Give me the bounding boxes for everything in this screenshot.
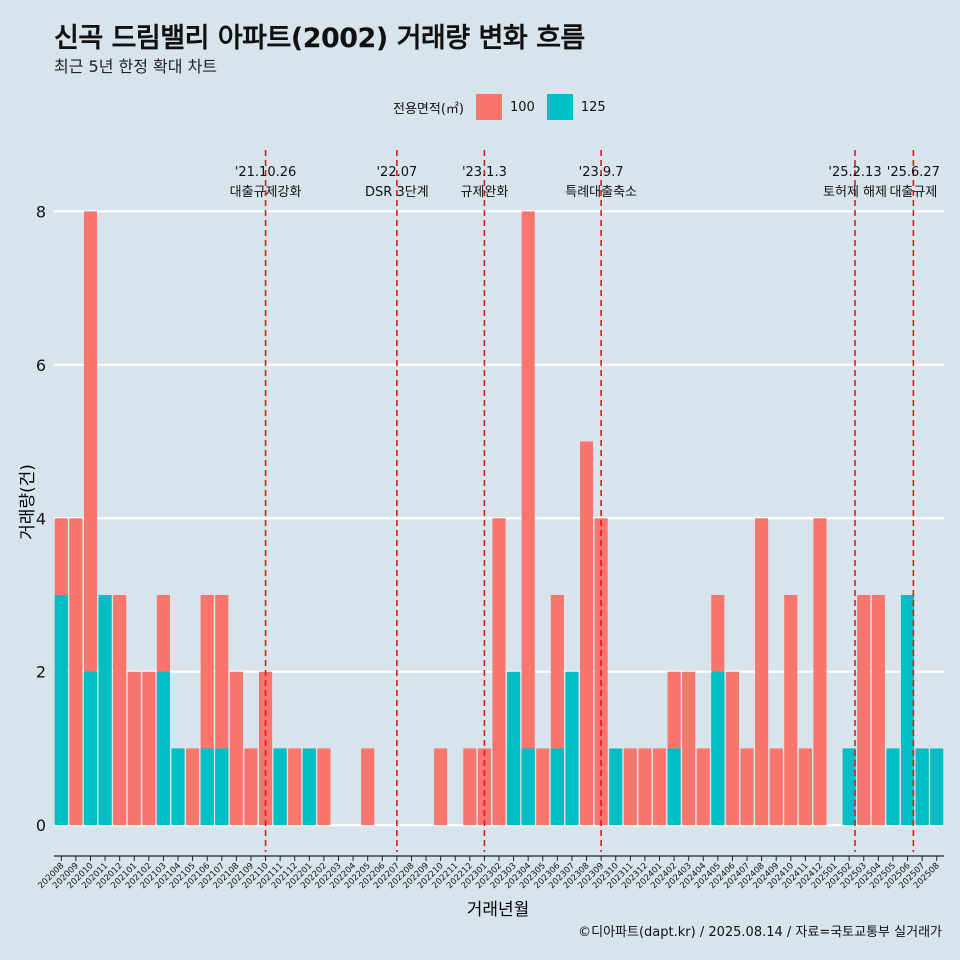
bar-125-202502	[842, 748, 856, 826]
y-tick-label: 4	[36, 509, 46, 528]
chart-title: 신곡 드림밸리 아파트(2002) 거래량 변화 흐름	[54, 23, 585, 54]
bar-100-202503	[857, 594, 871, 826]
bar-100-202407	[740, 748, 754, 826]
event-label: DSR 3단계	[365, 185, 429, 200]
bar-100-202210	[434, 748, 448, 826]
bar-125-202402	[667, 748, 681, 826]
bar-125-202008	[54, 594, 68, 826]
bar-125-202304	[521, 748, 535, 826]
bar-100-202406	[725, 671, 740, 826]
bar-125-202307	[565, 671, 579, 826]
event-label: 토허제 해제	[823, 185, 887, 200]
bar-100-202009	[69, 518, 83, 826]
event-label: 특례대출축소	[565, 185, 637, 200]
bar-100-202504	[871, 594, 885, 826]
y-tick-label: 0	[36, 816, 46, 835]
bar-100-202205	[361, 748, 375, 826]
bar-125-202011	[98, 594, 112, 826]
bar-100-202102	[142, 671, 156, 826]
legend-key-125	[546, 94, 573, 120]
bar-100-202305	[536, 748, 550, 826]
bar-100-202401	[652, 748, 667, 826]
event-date: '22.07	[376, 165, 417, 180]
y-axis-label: 거래량(건)	[18, 464, 38, 540]
bar-125-202507	[915, 748, 929, 826]
bar-100-202410	[784, 594, 798, 826]
bar-125-202111	[273, 748, 287, 826]
bar-125-202505	[886, 748, 900, 826]
bar-125-202107	[215, 748, 229, 826]
bar-100-202105	[186, 748, 200, 826]
bar-100-202202	[317, 748, 331, 826]
event-date: '23.9.7	[579, 165, 624, 180]
bar-125-202104	[171, 748, 185, 826]
bar-100-202112	[288, 748, 302, 826]
event-date: '21.10.26	[235, 165, 296, 180]
event-label: 대출규제	[889, 185, 937, 200]
credit-text: ©디아파트(dapt.kr) / 2025.08.14 / 자료=국토교통부 실…	[578, 925, 942, 940]
legend-key-100	[475, 94, 502, 120]
bar-100-202412	[813, 518, 827, 826]
legend: 전용면적(㎡) 100 125	[393, 93, 606, 121]
bar-100-202312	[638, 748, 652, 826]
bar-100-202109	[244, 748, 258, 826]
event-label: 규제완화	[460, 185, 508, 200]
event-label: 대출규제강화	[230, 185, 302, 200]
bar-100-202302	[492, 518, 506, 826]
bar-100-202308	[579, 441, 594, 826]
bar-100-202101	[127, 671, 141, 826]
bar-125-202103	[156, 671, 170, 826]
bar-125-202106	[200, 748, 214, 826]
bar-100-202301	[477, 748, 491, 826]
bar-125-202506	[900, 594, 915, 826]
bar-125-202201	[302, 748, 316, 826]
bar-100-202404	[696, 748, 710, 826]
bar-125-202310	[609, 748, 623, 826]
bar-100-202304	[521, 211, 535, 826]
bar-100-202409	[769, 748, 783, 826]
y-tick-label: 8	[36, 202, 46, 221]
bar-100-202408	[755, 518, 769, 826]
bar-125-202010	[83, 671, 98, 826]
x-axis-label: 거래년월	[467, 900, 530, 920]
event-date: '25.6.27	[887, 165, 940, 180]
bar-100-202411	[798, 748, 812, 826]
bar-125-202303	[507, 671, 521, 826]
legend-label-125: 125	[580, 99, 606, 115]
bar-100-202403	[682, 671, 696, 826]
event-date: '23.1.3	[462, 165, 507, 180]
y-tick-label: 2	[36, 663, 46, 682]
legend-label-100: 100	[509, 99, 535, 115]
bar-125-202306	[550, 748, 564, 826]
y-tick-label: 6	[36, 356, 46, 375]
legend-title: 전용면적(㎡)	[393, 101, 464, 117]
bar-100-202110	[258, 671, 273, 826]
bar-100-202212	[463, 748, 477, 826]
bar-100-202012	[113, 594, 127, 826]
bar-125-202405	[711, 671, 725, 826]
bar-100-202311	[623, 748, 637, 826]
bar-100-202108	[229, 671, 243, 826]
bar-125-202508	[930, 748, 944, 826]
chart-subtitle: 최근 5년 한정 확대 차트	[54, 57, 218, 76]
event-date: '25.2.13	[828, 165, 881, 180]
